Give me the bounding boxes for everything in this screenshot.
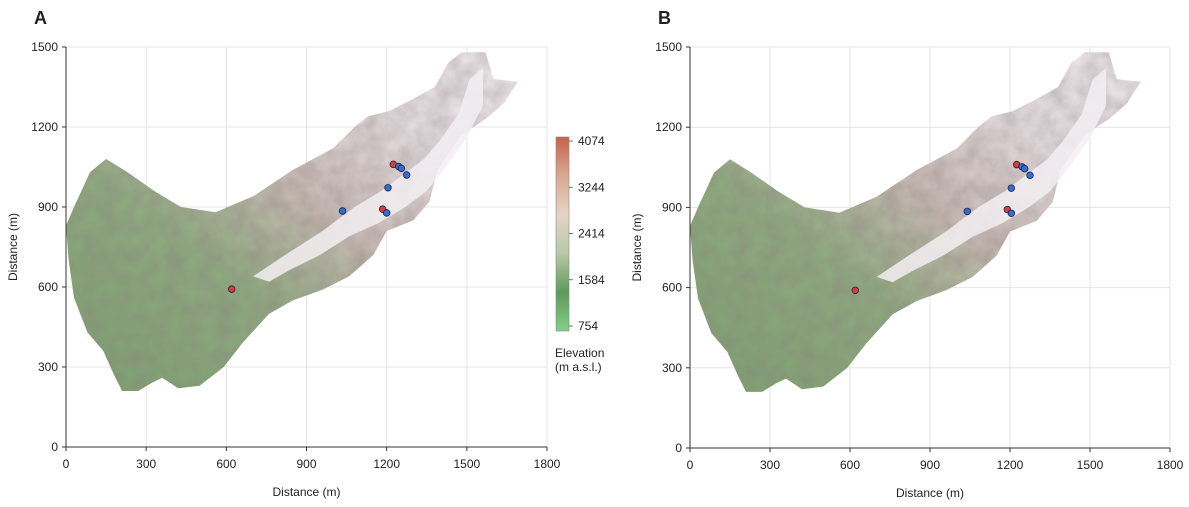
blue-point (1007, 209, 1016, 217)
blue-point (382, 209, 391, 217)
colorbar-tick-labels: 4074 3244 2414 1584 754 (569, 134, 605, 333)
x-tick-label: 0 (63, 457, 70, 471)
colorbar-tick-label: 3244 (578, 180, 605, 194)
blue-point (403, 171, 411, 179)
terrain-map (66, 52, 518, 392)
colorbar-unit: (m a.s.l.) (555, 360, 602, 374)
data-points (227, 160, 411, 293)
x-axis-title: Distance (m) (272, 485, 340, 499)
y-axis-title: Distance (m) (630, 213, 644, 281)
x-tick-label: 600 (216, 457, 236, 471)
y-tick-label: 900 (38, 200, 58, 214)
blue-point (1007, 184, 1016, 192)
y-tick-label: 300 (662, 361, 682, 375)
colorbar-tick-label: 1584 (578, 273, 605, 287)
x-tick-label: 1800 (1157, 458, 1184, 472)
x-tick-label: 900 (920, 458, 940, 472)
panel-label: B (658, 8, 671, 28)
x-tick-label: 0 (687, 458, 694, 472)
y-tick-label: 1500 (31, 40, 58, 54)
y-tick-label: 900 (662, 200, 682, 214)
y-tick-labels: 0 300 600 900 1200 1500 (655, 40, 682, 455)
y-tick-label: 1200 (655, 120, 682, 134)
x-tick-label: 300 (760, 458, 780, 472)
blue-point (384, 184, 392, 192)
y-tick-labels: 0 300 600 900 1200 1500 (31, 40, 58, 454)
y-tick-label: 1500 (655, 40, 682, 54)
blue-point (1026, 171, 1034, 180)
blue-point (338, 207, 347, 215)
x-tick-labels: 0 300 600 900 1200 1500 1800 (687, 458, 1184, 472)
colorbar-tick-label: 2414 (578, 227, 605, 241)
axes (686, 46, 1171, 452)
y-tick-label: 600 (662, 281, 682, 295)
glacier-area (876, 68, 1106, 283)
y-tick-label: 600 (38, 280, 58, 294)
axes (62, 46, 548, 451)
panel-b: B 0 300 600 900 1200 1500 1800 0 300 600 900 1200 1… (630, 8, 1184, 500)
glacier-area (253, 68, 483, 282)
red-point (227, 285, 236, 293)
x-tick-label: 1500 (1077, 458, 1104, 472)
y-tick-label: 1200 (31, 120, 58, 134)
y-tick-label: 0 (51, 440, 58, 454)
blue-point (1020, 164, 1029, 173)
y-axis-title: Distance (m) (6, 213, 20, 281)
terrain-map (690, 52, 1141, 392)
panel-label: A (34, 8, 47, 28)
elevation-colorbar: 4074 3244 2414 1584 754 Elevation (m a.s.l.) (555, 134, 605, 374)
colorbar-tick-label: 754 (578, 319, 598, 333)
y-tick-label: 300 (38, 360, 58, 374)
x-tick-label: 600 (840, 458, 860, 472)
x-axis-title: Distance (m) (896, 486, 964, 500)
colorbar-gradient (555, 136, 570, 332)
blue-point (397, 164, 406, 173)
x-tick-label: 1800 (534, 457, 561, 471)
data-points (851, 160, 1034, 294)
x-tick-labels: 0 300 600 900 1200 1500 1800 (63, 457, 561, 471)
y-tick-label: 0 (675, 441, 682, 455)
red-point (851, 286, 860, 294)
colorbar-tick-label: 4074 (578, 134, 605, 148)
blue-point (963, 207, 972, 216)
colorbar-title: Elevation (555, 346, 604, 360)
x-tick-label: 1200 (373, 457, 400, 471)
x-tick-label: 300 (136, 457, 156, 471)
x-tick-label: 900 (296, 457, 316, 471)
panel-a: A 0 300 600 900 1200 1500 1800 0 300 600 900 1200 1… (6, 8, 561, 499)
x-tick-label: 1500 (453, 457, 480, 471)
x-tick-label: 1200 (997, 458, 1024, 472)
